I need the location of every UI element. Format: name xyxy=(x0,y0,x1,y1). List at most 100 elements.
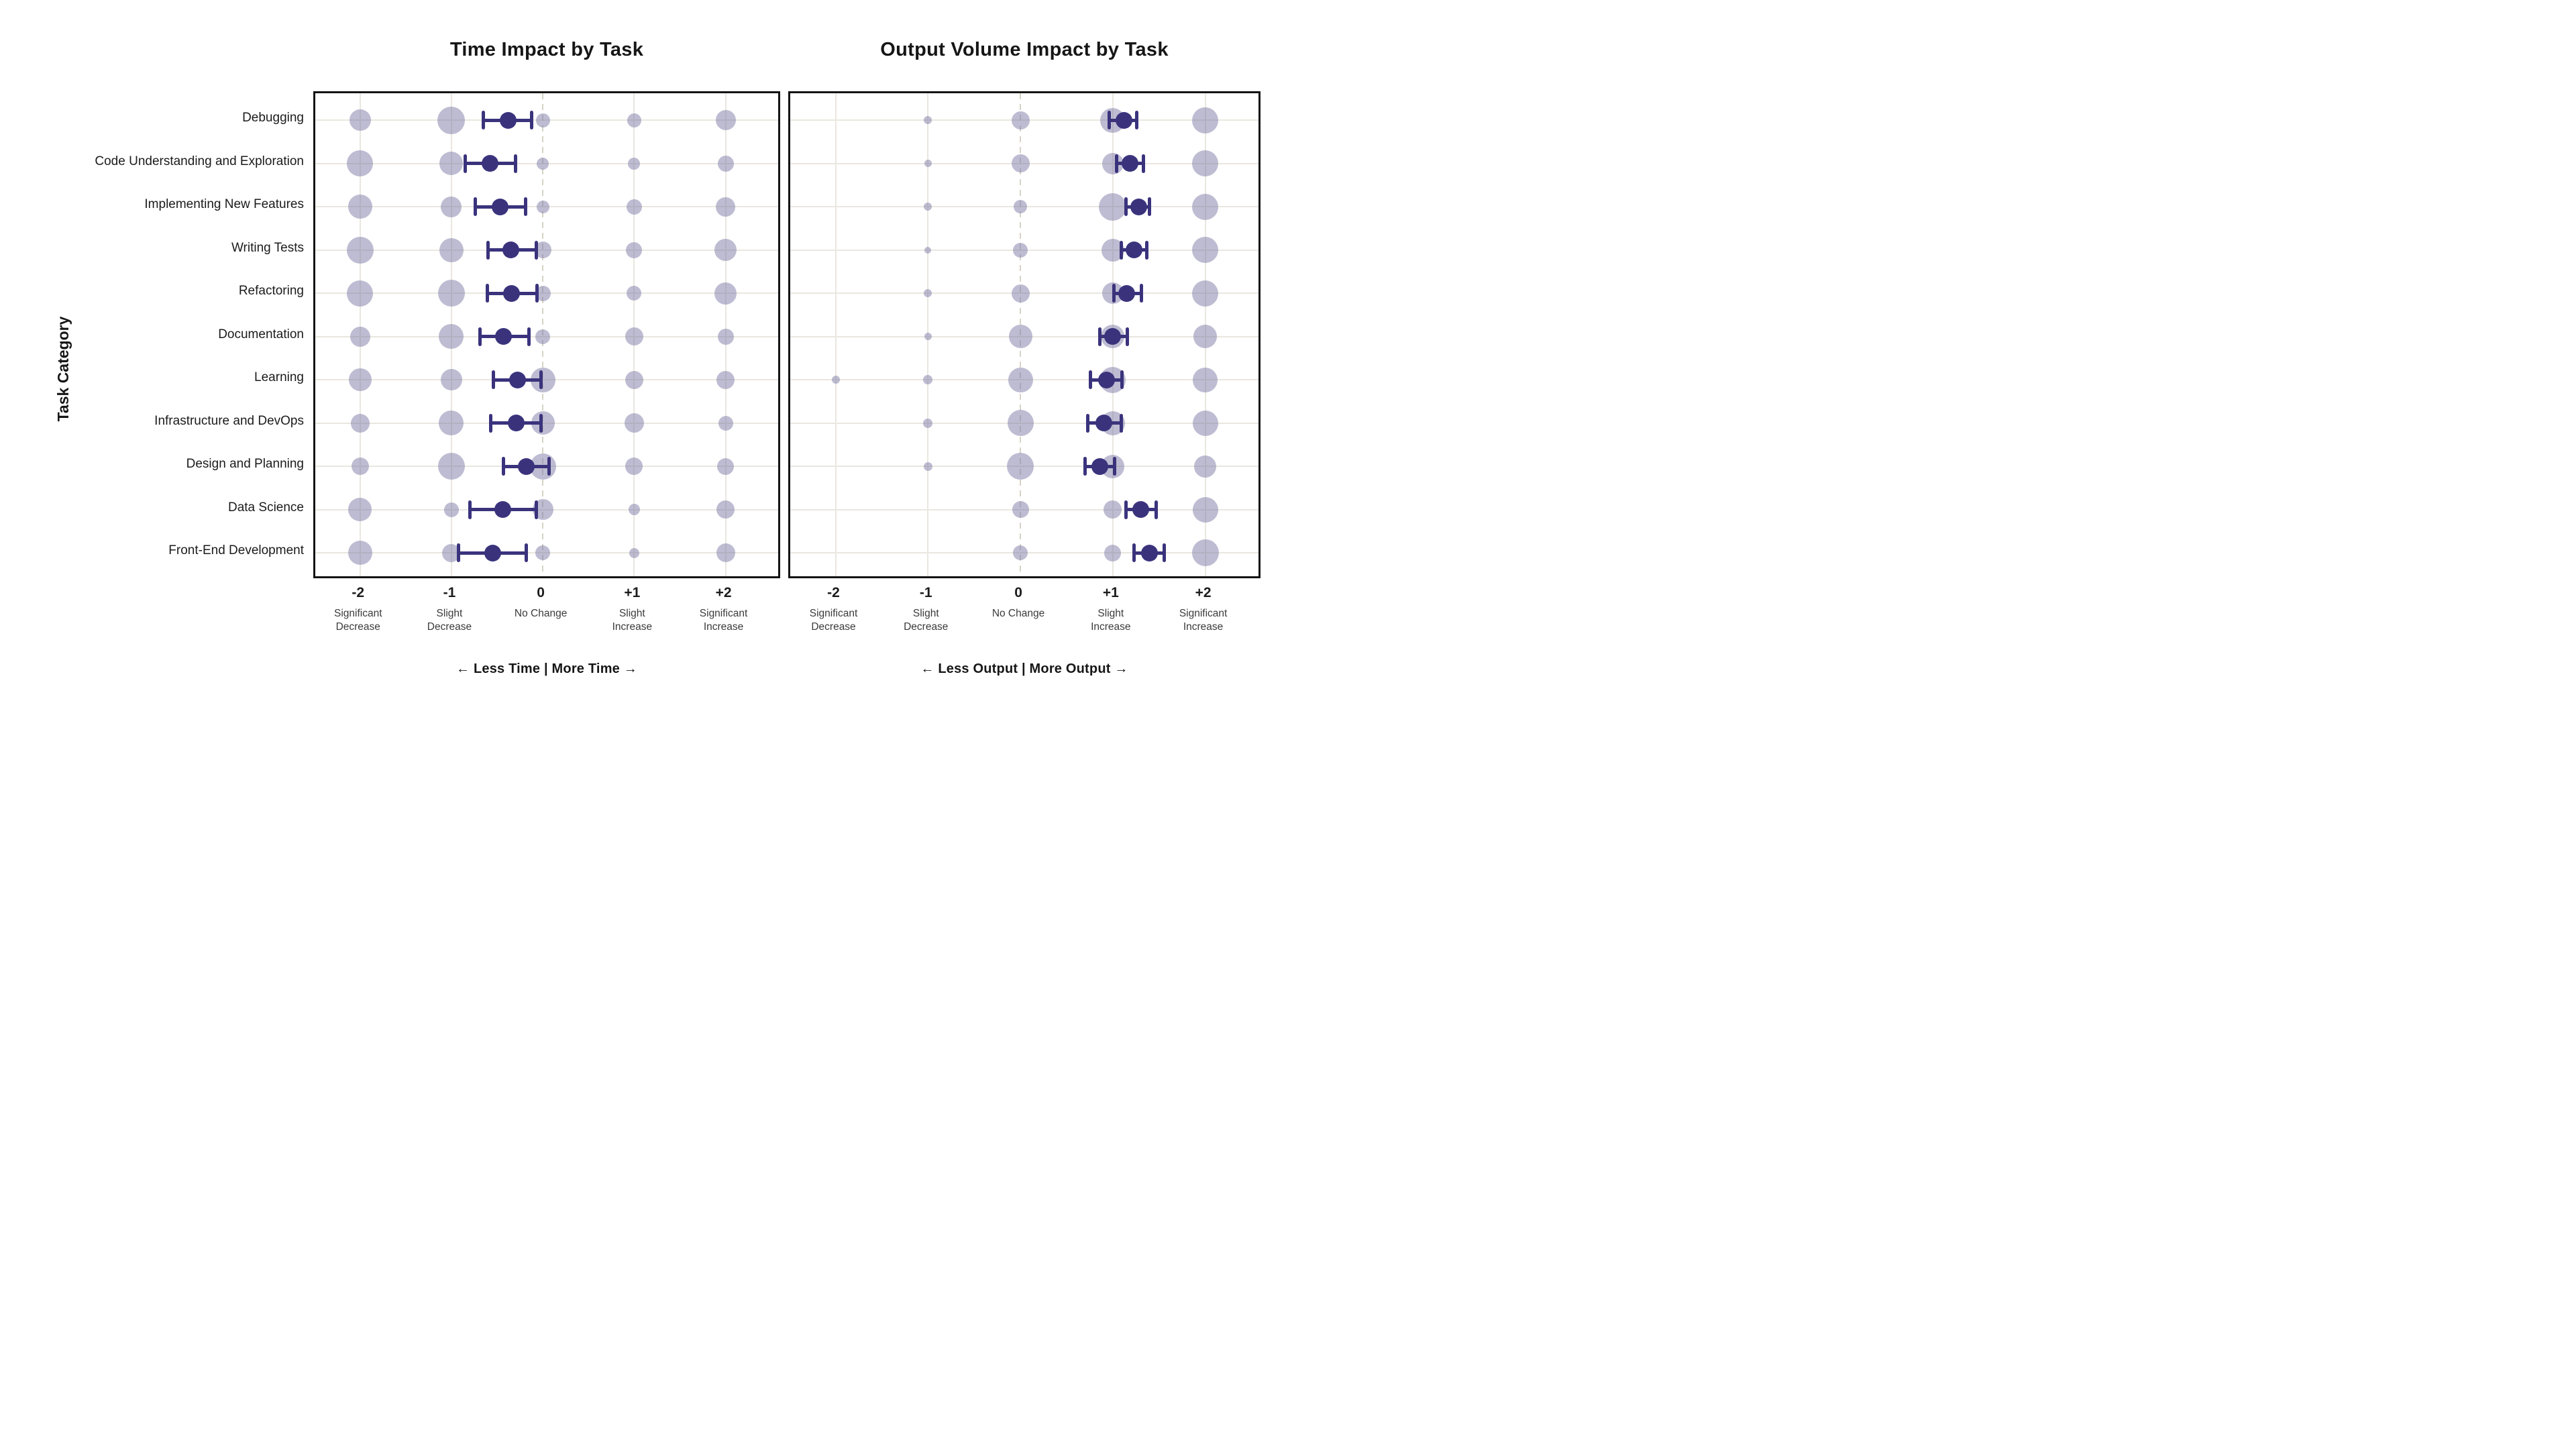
category-label: Design and Planning xyxy=(186,457,304,471)
axis-annotation-output: ← Less Output | More Output → xyxy=(920,661,1128,676)
response-bubble xyxy=(1192,107,1219,133)
x-tick-number: -1 xyxy=(919,585,932,600)
error-bar-cap-right xyxy=(539,413,543,433)
response-bubble xyxy=(440,369,462,390)
error-bar-cap-right xyxy=(1135,111,1139,129)
response-bubble xyxy=(718,415,733,431)
error-bar-cap-left xyxy=(468,500,472,519)
response-bubble xyxy=(437,106,466,134)
response-bubble xyxy=(437,453,465,480)
response-bubble xyxy=(1008,367,1033,392)
category-label: Debugging xyxy=(242,111,304,125)
response-bubble xyxy=(1192,410,1218,436)
mean-dot xyxy=(518,458,535,475)
response-bubble xyxy=(924,160,932,167)
mean-dot xyxy=(1097,371,1115,388)
response-bubble xyxy=(1013,545,1028,560)
error-bar-cap-left xyxy=(492,370,496,389)
response-bubble xyxy=(924,289,932,297)
category-label: Documentation xyxy=(218,327,304,341)
category-label: Writing Tests xyxy=(231,240,304,255)
error-bar-cap-left xyxy=(489,413,492,433)
response-bubble xyxy=(715,110,736,130)
error-bar-cap-left xyxy=(1114,154,1118,173)
response-bubble xyxy=(625,327,643,345)
response-bubble xyxy=(1099,193,1127,221)
mean-dot xyxy=(1126,241,1142,258)
mean-dot xyxy=(495,328,513,345)
x-tick-sublabel: Significant Decrease xyxy=(809,608,858,633)
response-bubble xyxy=(629,547,639,558)
response-bubble xyxy=(716,500,735,519)
error-bar-cap-right xyxy=(1120,370,1124,389)
x-tick: -1 Slight Decrease xyxy=(872,585,979,634)
response-bubble xyxy=(1104,544,1122,561)
response-bubble xyxy=(350,413,370,433)
x-tick: 0 No Change xyxy=(965,585,1072,621)
error-bar-cap-right xyxy=(525,543,529,562)
x-tick-number: -1 xyxy=(443,585,456,600)
response-bubble xyxy=(439,152,464,175)
response-bubble xyxy=(1007,453,1034,480)
error-bar-cap-left xyxy=(1098,327,1102,346)
x-tick-number: +2 xyxy=(1195,585,1212,600)
mean-dot xyxy=(503,284,521,302)
response-bubble xyxy=(625,370,643,389)
response-bubble xyxy=(347,541,372,565)
x-tick-number: 0 xyxy=(1014,585,1022,600)
error-bar-cap-left xyxy=(1107,111,1111,129)
error-bar-cap-left xyxy=(1124,197,1128,216)
response-bubble xyxy=(1191,539,1219,566)
category-label: Data Science xyxy=(227,500,304,515)
response-bubble xyxy=(1192,193,1219,220)
response-bubble xyxy=(348,498,372,521)
response-bubble xyxy=(347,150,374,176)
error-bar-cap-right xyxy=(527,327,531,346)
category-label: Infrastructure and DevOps xyxy=(154,413,304,428)
response-bubble xyxy=(536,200,549,213)
chart-title-output: Output Volume Impact by Task xyxy=(880,39,1169,60)
error-bar-cap-right xyxy=(535,284,539,303)
response-bubble xyxy=(624,413,644,433)
gridline-v xyxy=(835,93,837,576)
mean-dot xyxy=(1132,501,1149,518)
error-bar-cap-right xyxy=(1140,284,1144,303)
x-tick-sublabel: No Change xyxy=(991,608,1045,619)
x-tick-sublabel: Slight Decrease xyxy=(904,608,949,633)
response-bubble xyxy=(924,203,932,211)
error-bar-cap-left xyxy=(478,327,482,346)
mean-dot xyxy=(1122,155,1139,172)
x-tick-number: +2 xyxy=(715,585,732,600)
error-bar-cap-right xyxy=(1145,240,1149,260)
response-bubble xyxy=(1012,501,1029,518)
response-bubble xyxy=(628,504,640,515)
mean-dot xyxy=(1091,458,1109,475)
response-bubble xyxy=(923,418,933,428)
x-tick-sublabel: Slight Increase xyxy=(1091,608,1131,633)
error-bar-cap-left xyxy=(1086,413,1090,433)
response-bubble xyxy=(1013,242,1028,258)
x-axis-ticks-time: -2 Significant Decrease -1 Slight Decrease 0 No… xyxy=(313,585,780,665)
category-label: Front-End Development xyxy=(168,543,304,557)
response-bubble xyxy=(1007,410,1034,436)
response-bubble xyxy=(716,370,735,389)
response-bubble xyxy=(535,285,551,301)
mean-dot xyxy=(508,371,526,388)
mean-dot xyxy=(502,241,519,258)
chart-title-time: Time Impact by Task xyxy=(449,39,644,60)
response-bubble xyxy=(441,196,462,217)
error-bar-cap-left xyxy=(473,197,477,216)
error-bar-cap-right xyxy=(1141,154,1145,173)
response-bubble xyxy=(625,458,643,475)
response-bubble xyxy=(1192,496,1218,523)
response-bubble xyxy=(535,113,550,127)
output-impact-chart: Output Volume Impact by Task -2 Significa… xyxy=(788,0,1260,724)
x-tick-sublabel: Significant Decrease xyxy=(333,608,382,633)
response-bubble xyxy=(831,376,840,384)
response-bubble xyxy=(1192,237,1219,263)
x-tick-number: +1 xyxy=(624,585,641,600)
error-bar-cap-left xyxy=(457,543,461,562)
error-bar-cap-right xyxy=(1148,197,1152,216)
error-bar-cap-right xyxy=(513,154,517,173)
error-bar-cap-right xyxy=(1126,327,1130,346)
